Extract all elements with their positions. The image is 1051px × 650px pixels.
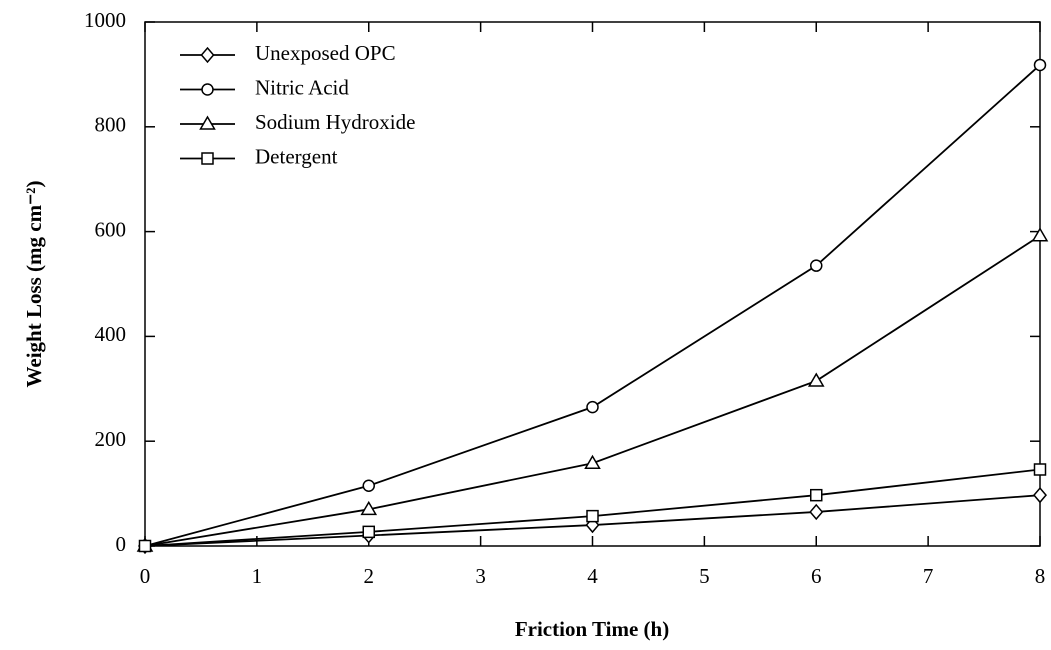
x-tick-label: 5 [699,564,710,588]
x-tick-label: 4 [587,564,598,588]
marker [809,503,824,521]
x-tick-label: 0 [140,564,151,588]
marker [586,509,599,523]
legend-label: Sodium Hydroxide [255,110,415,134]
marker [138,539,152,553]
x-tick-label: 6 [811,564,822,588]
marker [1033,58,1047,72]
marker [1033,463,1047,476]
legend-marker [201,83,214,96]
legend-marker [199,115,216,130]
legend-label: Detergent [255,144,338,168]
x-axis-title: Friction Time (h) [515,617,669,641]
y-tick-label: 1000 [84,8,126,32]
legend-marker [200,46,215,64]
marker [810,259,823,272]
marker [362,479,375,492]
x-tick-label: 1 [252,564,263,588]
x-tick-label: 7 [923,564,934,588]
marker [360,500,378,516]
marker [586,400,599,414]
y-tick-label: 200 [95,427,127,451]
x-tick-label: 3 [475,564,486,588]
legend-marker [201,152,214,165]
series-line [144,64,1041,547]
y-tick-label: 400 [95,322,127,346]
y-axis-title: Weight Loss (mg cm⁻²) [22,181,46,388]
series-line [144,468,1041,547]
legend-label: Nitric Acid [255,75,349,99]
series-line [144,235,1041,547]
y-tick-label: 800 [95,113,127,137]
marker [810,488,823,502]
x-tick-label: 8 [1035,564,1046,588]
marker [1031,227,1049,242]
marker [362,525,375,539]
marker [584,454,601,469]
marker [1033,487,1047,504]
y-tick-label: 600 [95,217,127,241]
y-tick-label: 0 [116,532,127,556]
x-tick-label: 2 [364,564,375,588]
marker [807,372,825,387]
legend-label: Unexposed OPC [255,41,396,65]
